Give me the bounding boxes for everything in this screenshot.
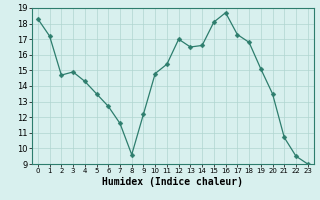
X-axis label: Humidex (Indice chaleur): Humidex (Indice chaleur): [102, 177, 243, 187]
